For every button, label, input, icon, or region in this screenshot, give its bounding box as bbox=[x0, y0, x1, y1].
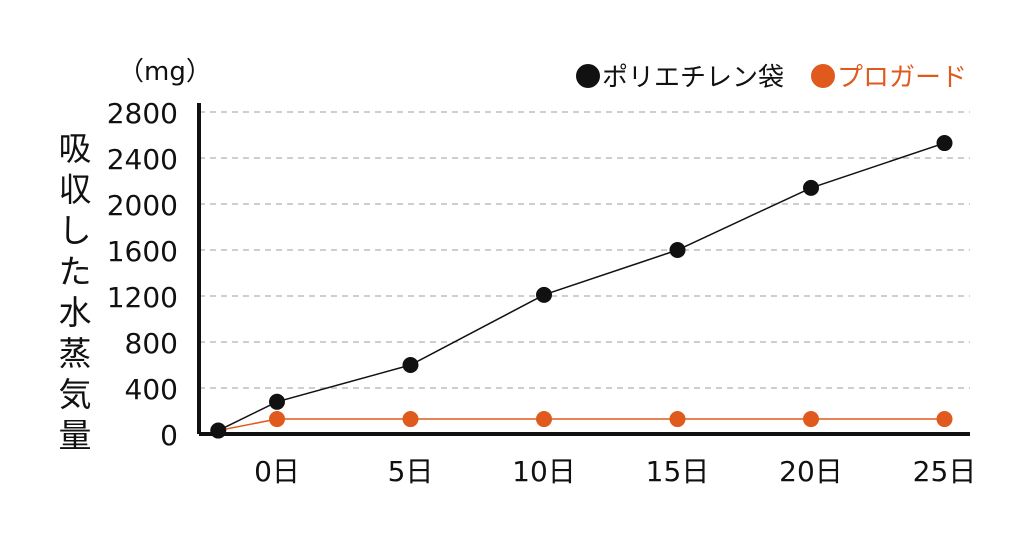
x-tick-labels: 0日 5日 10日 15日 20日 25日 bbox=[254, 455, 976, 488]
legend-marker bbox=[811, 64, 835, 88]
legend: ポリエチレン袋 プロガード bbox=[576, 63, 967, 93]
data-point bbox=[936, 135, 953, 152]
data-point bbox=[269, 411, 285, 428]
axes bbox=[197, 103, 970, 436]
y-axis-title-char: し bbox=[59, 211, 92, 250]
data-point bbox=[269, 393, 285, 410]
data-point bbox=[803, 179, 819, 196]
series-proguard bbox=[218, 411, 953, 432]
y-tick-label: 2800 bbox=[107, 97, 178, 130]
data-point bbox=[669, 411, 686, 428]
data-point bbox=[536, 286, 552, 303]
y-tick-label: 400 bbox=[125, 373, 178, 406]
data-point bbox=[402, 411, 419, 428]
y-axis-title-char: た bbox=[59, 252, 92, 291]
y-axis-title-char: 蒸 bbox=[59, 334, 92, 373]
y-axis-title-char: 水 bbox=[59, 293, 92, 332]
y-axis-title-char: 量 bbox=[59, 416, 92, 455]
legend-label: プロガード bbox=[837, 63, 967, 93]
x-tick-label: 15日 bbox=[646, 455, 710, 488]
data-point bbox=[936, 411, 953, 428]
y-tick-label: 1200 bbox=[107, 281, 178, 314]
legend-label: ポリエチレン袋 bbox=[602, 63, 784, 93]
y-unit-label: （mg） bbox=[118, 57, 212, 87]
series bbox=[210, 135, 953, 439]
y-tick-label: 800 bbox=[125, 327, 178, 360]
grid-lines bbox=[199, 111, 970, 389]
x-tick-label: 20日 bbox=[779, 455, 843, 488]
x-tick-label: 10日 bbox=[512, 455, 576, 488]
x-tick-label: 25日 bbox=[913, 455, 977, 488]
legend-marker bbox=[576, 64, 600, 88]
y-tick-label: 2400 bbox=[107, 143, 178, 176]
legend-item: ポリエチレン袋 bbox=[576, 63, 784, 93]
y-tick-label: 0 bbox=[160, 419, 178, 452]
data-point bbox=[536, 411, 552, 428]
y-tick-label: 1600 bbox=[107, 235, 178, 268]
y-axis-title-char: 気 bbox=[59, 375, 92, 414]
y-axis-title-char: 収 bbox=[59, 170, 92, 209]
series-polyethylene bbox=[210, 135, 953, 439]
x-tick-label: 0日 bbox=[254, 455, 300, 488]
y-tick-label: 2000 bbox=[107, 189, 178, 222]
series-line bbox=[217, 142, 945, 432]
data-point bbox=[210, 422, 227, 439]
series-line bbox=[218, 418, 945, 432]
y-axis-title-char: 吸 bbox=[59, 129, 92, 168]
y-tick-labels: 0 400 800 1200 1600 2000 2400 2800 bbox=[107, 97, 178, 452]
data-point bbox=[402, 357, 419, 373]
x-tick-label: 5日 bbox=[388, 455, 434, 488]
y-axis-title: 吸収した水蒸気量 bbox=[59, 129, 92, 455]
legend-item: プロガード bbox=[811, 63, 967, 93]
data-point bbox=[669, 242, 686, 258]
data-point bbox=[803, 411, 819, 428]
